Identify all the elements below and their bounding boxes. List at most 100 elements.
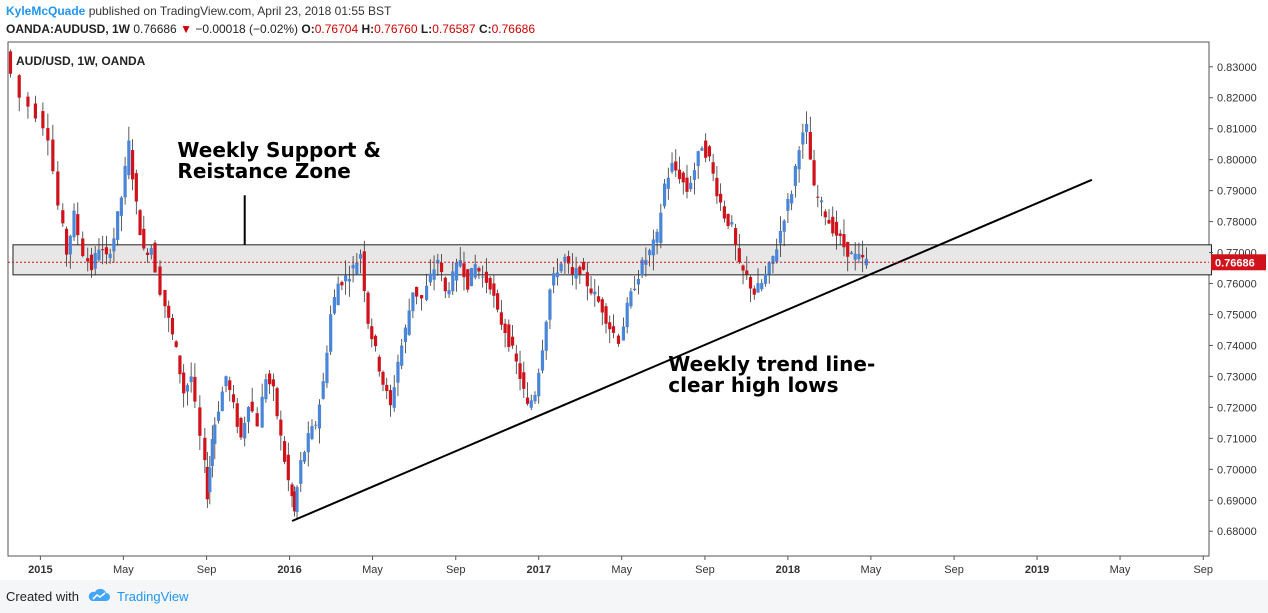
candle-down (674, 161, 678, 171)
candle-down (231, 394, 236, 403)
chart-title: AUD/USD, 1W, OANDA (16, 54, 146, 68)
candle-down (443, 277, 447, 292)
candle-down (89, 254, 94, 271)
candle-down (514, 353, 518, 362)
candle-down (585, 272, 589, 287)
tradingview-brand[interactable]: TradingView (117, 589, 189, 604)
candle-up (425, 285, 429, 300)
candle-down (477, 267, 481, 272)
change-down-icon: ▼ (180, 22, 192, 36)
tradingview-cloud-icon[interactable] (87, 587, 111, 603)
candle-up (119, 197, 123, 216)
candle-up (662, 183, 667, 207)
candle-down (153, 242, 157, 273)
candle-down (518, 363, 522, 379)
candle-down (51, 139, 55, 172)
x-tick-label: 2018 (776, 564, 800, 576)
candle-down (816, 196, 820, 198)
candle-up (648, 250, 652, 256)
y-tick-label: 0.74000 (1217, 340, 1257, 352)
candle-up (436, 259, 440, 264)
candle-down (567, 256, 571, 264)
candle-down (101, 249, 105, 251)
candle-down (64, 228, 69, 255)
candle-down (748, 277, 753, 289)
support-resistance-zone (12, 244, 1212, 276)
candle-down (290, 484, 294, 497)
candle-up (636, 278, 641, 285)
candle-up (864, 258, 868, 266)
candle-up (469, 268, 474, 287)
zone-layer (12, 244, 1212, 276)
author-name[interactable]: KyleMcQuade (6, 4, 86, 18)
candle-up (857, 254, 861, 260)
annotation-zone-line-1: Reistance Zone (177, 159, 350, 183)
candle-down (752, 288, 756, 295)
y-tick-label: 0.70000 (1217, 464, 1257, 476)
candle-down (388, 390, 393, 406)
candle-down (370, 326, 374, 340)
candle-down (420, 295, 424, 299)
candle-up (396, 361, 400, 383)
candle-up (306, 433, 310, 453)
candle-down (685, 177, 689, 192)
candle-down (205, 466, 209, 500)
x-tick-label: Sep (446, 564, 466, 576)
candle-up (555, 272, 560, 278)
candle-down (286, 454, 290, 481)
y-axis[interactable]: 0.83000 0.82000 0.81000 0.80000 0.79000 0.780… (1209, 62, 1266, 538)
plot-area[interactable] (7, 41, 1210, 557)
candle-up (400, 345, 404, 366)
x-axis[interactable]: 2015 May Sep 2016 May Sep 2017 May Sep 2018 May Sep… (28, 556, 1213, 576)
candle-down (834, 221, 839, 236)
candle-down (279, 419, 283, 436)
y-tick-label: 0.72000 (1217, 402, 1257, 414)
candle-up (112, 238, 116, 252)
candle-down (158, 266, 162, 295)
open-value: 0.76704 (314, 22, 359, 36)
candle-down (677, 169, 682, 180)
candle-up (670, 162, 674, 172)
price-chart[interactable]: Weekly Support &Reistance Zone Weekly tre… (0, 0, 1268, 580)
created-with-text: Created with (6, 589, 79, 604)
x-tick-label: 2016 (277, 564, 301, 576)
candle-up (127, 140, 131, 176)
candle-down (250, 401, 254, 412)
candle-down (41, 111, 45, 129)
candle-up (621, 326, 626, 341)
candle-up (458, 260, 462, 267)
candle-down (46, 128, 50, 141)
x-tick-label: Sep (1193, 564, 1213, 576)
candle-down (282, 441, 287, 462)
candle-down (838, 233, 842, 236)
candle-up (310, 426, 314, 439)
candle-up (260, 396, 264, 428)
publish-info: KyleMcQuade published on TradingView.com… (6, 4, 391, 18)
candle-down (510, 336, 515, 346)
candle-down (255, 413, 259, 427)
candle-up (559, 263, 563, 272)
candle-up (763, 273, 768, 284)
candle-up (447, 290, 451, 295)
candle-up (782, 220, 786, 232)
candle-up (189, 376, 193, 383)
candle-up (321, 381, 325, 399)
candle-down (385, 384, 389, 392)
candle-down (81, 238, 85, 256)
y-tick-label: 0.83000 (1217, 62, 1257, 74)
candle-down (130, 150, 135, 180)
candle-down (831, 216, 835, 234)
candle-up (411, 292, 415, 312)
candle-down (503, 323, 507, 334)
y-tick-label: 0.79000 (1217, 186, 1257, 198)
candle-up (778, 230, 783, 244)
candle-up (149, 248, 153, 255)
candle-down (733, 228, 738, 246)
candle-up (314, 424, 318, 426)
y-tick-label: 0.71000 (1217, 433, 1257, 445)
x-tick-label: 2019 (1025, 564, 1049, 576)
candle-up (640, 259, 644, 276)
x-tick-label: May (611, 564, 632, 576)
candle-up (689, 182, 693, 190)
candle-down (198, 407, 202, 436)
